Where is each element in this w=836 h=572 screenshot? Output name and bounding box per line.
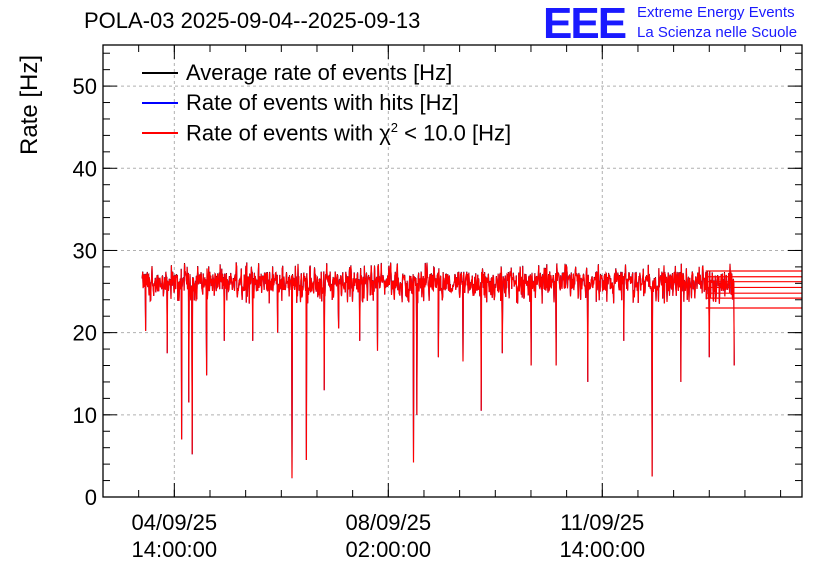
y-tick-label: 30	[73, 238, 97, 263]
legend-swatch-hits	[142, 102, 178, 104]
x-tick-label-date: 11/09/25	[560, 510, 644, 535]
legend-label-hits: Rate of events with hits [Hz]	[186, 90, 459, 115]
y-tick-label: 40	[73, 156, 97, 181]
x-tick-label-time: 02:00:00	[345, 537, 431, 562]
eee-logo: EEE	[543, 0, 627, 48]
legend: Average rate of events [Hz] Rate of even…	[142, 58, 511, 148]
legend-label-average: Average rate of events [Hz]	[186, 60, 453, 85]
x-tick-label-time: 14:00:00	[132, 537, 218, 562]
y-axis-label: Rate [Hz]	[16, 54, 43, 156]
x-tick-label-date: 08/09/25	[345, 510, 431, 535]
legend-entry-chi2: Rate of events with χ2 < 10.0 [Hz]	[142, 118, 511, 148]
legend-entry-hits: Rate of events with hits [Hz]	[142, 88, 511, 118]
x-tick-label-date: 04/09/25	[132, 510, 218, 535]
legend-swatch-average	[142, 72, 178, 74]
logo-line-1: Extreme Energy Events	[637, 4, 795, 21]
legend-entry-average: Average rate of events [Hz]	[142, 58, 511, 88]
logo-line-2: La Scienza nelle Scuole	[637, 24, 798, 41]
legend-swatch-chi2	[142, 132, 178, 134]
chart-title: POLA-03 2025-09-04--2025-09-13	[84, 8, 421, 33]
series-chi2-line	[141, 262, 735, 479]
y-tick-label: 20	[73, 321, 97, 346]
y-tick-label: 50	[73, 74, 97, 99]
y-tick-label: 0	[85, 485, 97, 510]
y-tick-label: 10	[73, 403, 97, 428]
legend-label-chi2: Rate of events with χ2 < 10.0 [Hz]	[186, 119, 512, 146]
x-tick-label-time: 14:00:00	[559, 537, 645, 562]
eee-logo-text: Extreme Energy Events La Scienza nelle S…	[637, 3, 797, 43]
plot-frame	[102, 44, 803, 498]
